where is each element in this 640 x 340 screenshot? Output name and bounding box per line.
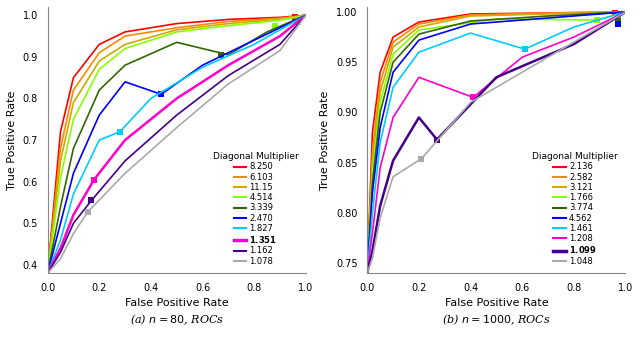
Y-axis label: True Positive Rate: True Positive Rate — [7, 90, 17, 190]
Legend: 2.136, 2.582, 3.121, 1.766, 3.774, 4.562, 1.461, 1.208, $\mathbf{1.099}$, 1.048: 2.136, 2.582, 3.121, 1.766, 3.774, 4.562… — [529, 149, 621, 269]
Title: (a) $n = 80$, ROCs: (a) $n = 80$, ROCs — [130, 313, 224, 327]
Title: (b) $n = 1000$, ROCs: (b) $n = 1000$, ROCs — [442, 313, 551, 327]
X-axis label: False Positive Rate: False Positive Rate — [445, 299, 548, 308]
Legend: 8.250, 6.103, 11.15, 4.514, 3.339, 2.470, 1.827, $\mathbf{1.351}$, 1.162, 1.078: 8.250, 6.103, 11.15, 4.514, 3.339, 2.470… — [209, 149, 301, 269]
Y-axis label: True Positive Rate: True Positive Rate — [321, 90, 330, 190]
X-axis label: False Positive Rate: False Positive Rate — [125, 299, 228, 308]
